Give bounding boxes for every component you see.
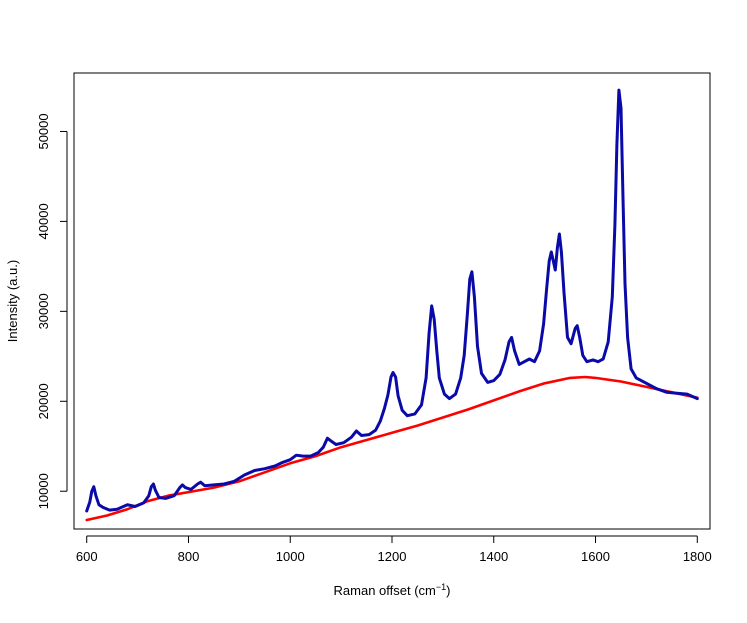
- y-tick-label: 30000: [36, 293, 51, 329]
- plot-frame: [73, 72, 711, 530]
- y-tick-label: 10000: [36, 473, 51, 509]
- y-tick-label: 50000: [36, 113, 51, 149]
- x-axis: 600 800 1000 1200 1400 1600 1800: [76, 535, 712, 564]
- x-tick-label: 600: [76, 549, 98, 564]
- x-tick-label: 1600: [581, 549, 610, 564]
- y-axis-title: Intensity (a.u.): [5, 260, 20, 342]
- x-axis-title-close: ): [446, 583, 450, 598]
- x-axis-title: Raman offset (cm−1): [334, 582, 451, 598]
- x-axis-title-superscript: −1: [436, 582, 446, 592]
- baseline-line: [85, 375, 699, 522]
- x-axis-title-text: Raman offset (cm: [334, 583, 436, 598]
- x-tick-label: 1800: [683, 549, 712, 564]
- y-axis: 10000 20000 30000 40000 50000: [36, 113, 68, 509]
- y-tick-label: 20000: [36, 383, 51, 419]
- y-tick-label: 40000: [36, 203, 51, 239]
- series-layer: [85, 88, 699, 522]
- spectrum-line: [85, 88, 699, 513]
- x-tick-label: 1000: [276, 549, 305, 564]
- x-tick-label: 1200: [378, 549, 407, 564]
- x-tick-label: 1400: [479, 549, 508, 564]
- x-tick-label: 800: [178, 549, 200, 564]
